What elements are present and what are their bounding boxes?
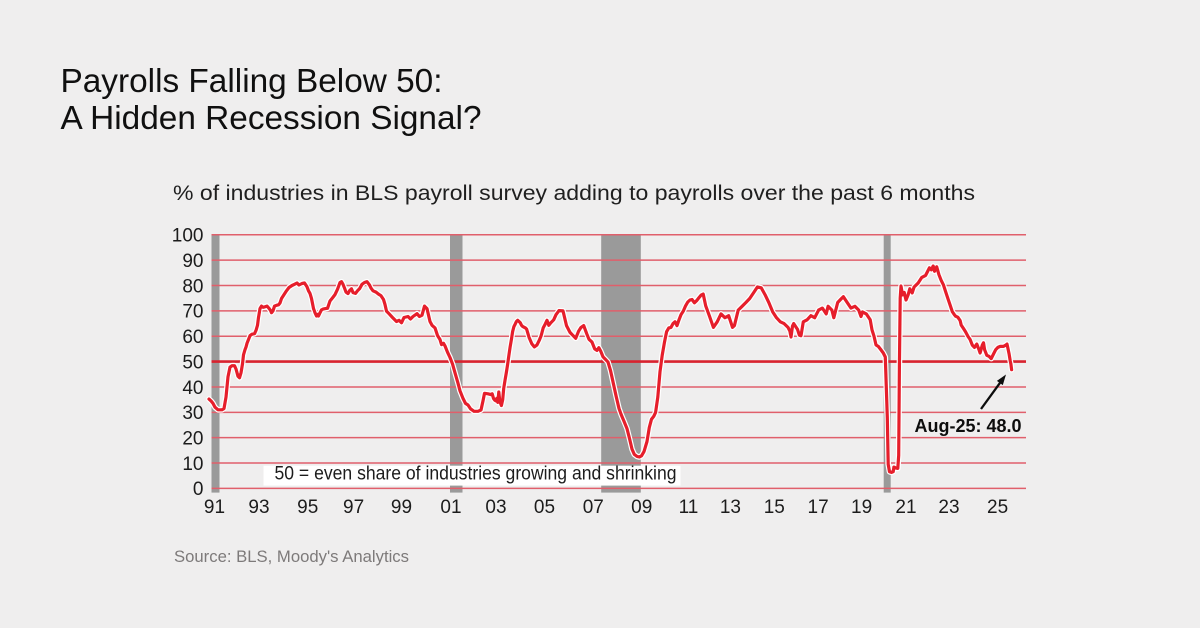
svg-text:Source: BLS, Moody's Analytics: Source: BLS, Moody's Analytics [174, 547, 409, 566]
svg-text:100: 100 [172, 226, 204, 247]
svg-text:70: 70 [182, 302, 203, 323]
svg-text:15: 15 [764, 497, 785, 518]
svg-text:23: 23 [938, 497, 959, 518]
svg-text:21: 21 [895, 497, 916, 518]
svg-text:03: 03 [485, 497, 506, 518]
svg-text:25: 25 [987, 497, 1008, 518]
svg-text:30: 30 [182, 403, 203, 424]
svg-text:05: 05 [534, 497, 555, 518]
svg-text:60: 60 [182, 327, 203, 348]
svg-text:95: 95 [297, 497, 318, 518]
svg-text:% of industries in BLS payroll: % of industries in BLS payroll survey ad… [173, 182, 975, 205]
svg-text:10: 10 [182, 454, 203, 475]
svg-text:09: 09 [631, 497, 652, 518]
svg-text:19: 19 [851, 497, 872, 518]
svg-text:17: 17 [808, 497, 829, 518]
svg-text:40: 40 [182, 378, 203, 399]
svg-text:01: 01 [440, 497, 461, 518]
svg-text:Aug-25: 48.0: Aug-25: 48.0 [915, 416, 1022, 436]
svg-text:50: 50 [182, 352, 203, 373]
svg-text:Payrolls Falling Below 50:: Payrolls Falling Below 50: [61, 62, 443, 99]
svg-text:07: 07 [583, 497, 604, 518]
svg-text:50 = even share of industries: 50 = even share of industries growing an… [275, 464, 677, 485]
svg-text:0: 0 [193, 479, 204, 500]
svg-text:A Hidden Recession Signal?: A Hidden Recession Signal? [61, 99, 482, 136]
svg-text:93: 93 [248, 497, 269, 518]
svg-text:90: 90 [182, 251, 203, 272]
svg-text:13: 13 [720, 497, 741, 518]
svg-text:99: 99 [391, 497, 412, 518]
svg-text:20: 20 [182, 429, 203, 450]
svg-text:91: 91 [204, 497, 225, 518]
svg-text:80: 80 [182, 276, 203, 297]
svg-text:11: 11 [679, 497, 699, 518]
svg-text:97: 97 [343, 497, 364, 518]
